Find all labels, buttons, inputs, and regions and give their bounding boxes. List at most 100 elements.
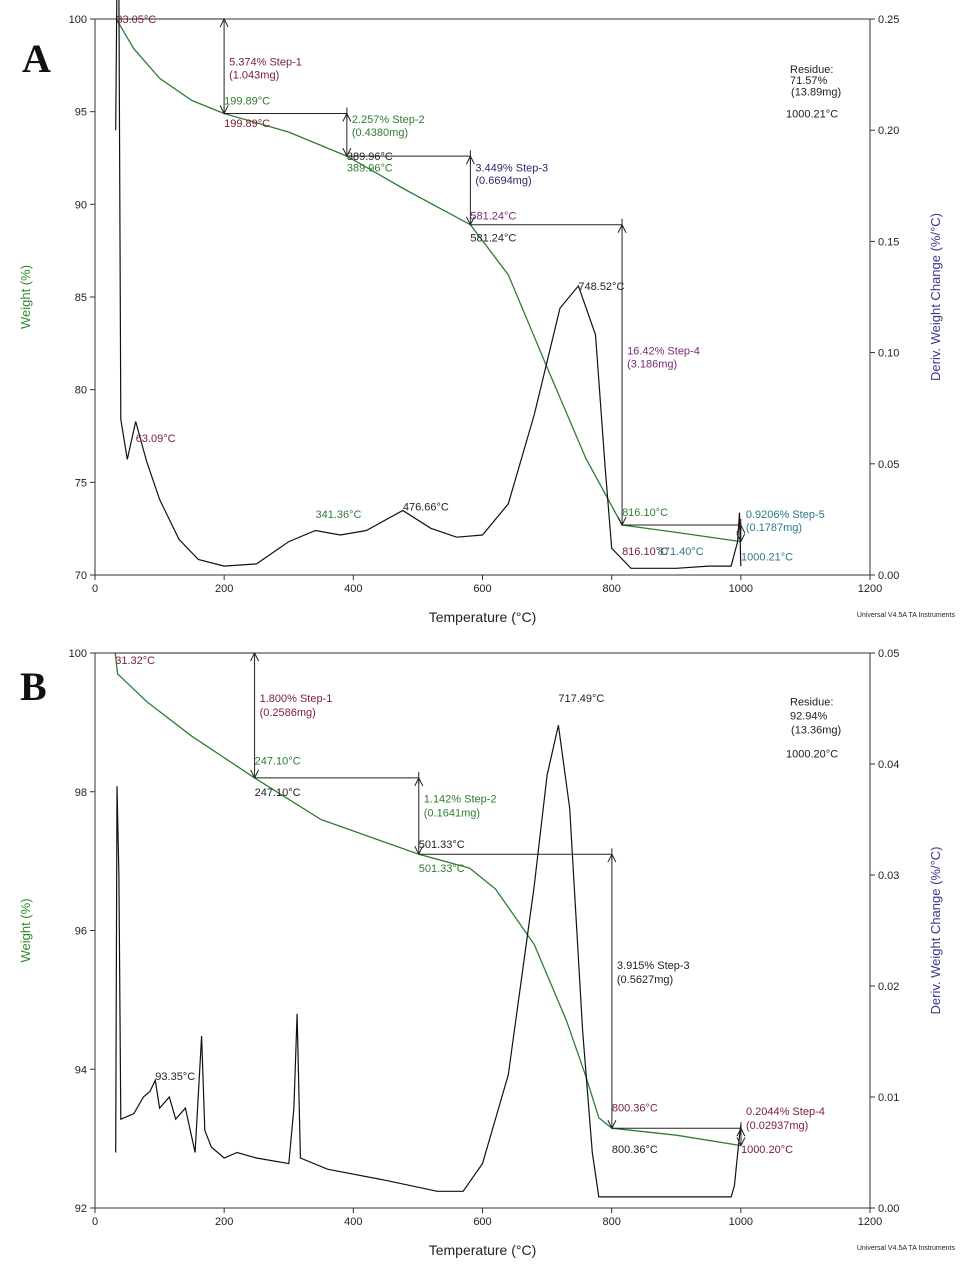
panel-a-annotation: 71.57% — [790, 75, 828, 87]
panel-a-annotation: 816.10°C — [622, 507, 668, 519]
panel-a-letter: A — [22, 36, 51, 81]
panel-b-y2-tick-label: 0.04 — [878, 759, 899, 771]
panel-a-step-arrowhead-down — [465, 216, 475, 226]
panel-a-y2-tick-label: 0.10 — [878, 348, 899, 360]
panel-a-y2-tick-label: 0.15 — [878, 236, 899, 248]
panel-a-step-arrowhead-down — [736, 533, 746, 543]
panel-a-annotation: (0.6694mg) — [475, 175, 531, 187]
panel-a-annotation: 3.449% Step-3 — [475, 162, 548, 174]
panel-a-step-arrowhead-up — [736, 523, 746, 534]
panel-a-y2-tick-label: 0.20 — [878, 125, 899, 137]
panel-b-y-tick-label: 98 — [75, 787, 87, 799]
panel-b-step-arrowhead-down — [250, 769, 260, 779]
panel-b-x-tick-label: 0 — [92, 1216, 98, 1228]
panel-b-y2-tick-label: 0.01 — [878, 1092, 899, 1104]
panel-b-annotation: 92.94% — [790, 710, 828, 722]
panel-a-annotation: (0.4380mg) — [352, 127, 408, 139]
panel-b-annotation: 1.142% Step-2 — [424, 794, 497, 806]
panel-b-y2-axis-title: Deriv. Weight Change (%/°C) — [928, 847, 943, 1015]
panel-b-footer: Universal V4.5A TA Instruments — [857, 1245, 956, 1252]
panel-a-annotation: (3.186mg) — [627, 359, 677, 371]
panel-b-x-tick-label: 1000 — [729, 1216, 753, 1228]
panel-b-annotation: (0.2586mg) — [260, 707, 316, 719]
panel-b-annotation: Residue: — [790, 697, 833, 709]
panel-a-annotation: 5.374% Step-1 — [229, 57, 302, 69]
panel-b-step-arrowhead-up — [736, 1127, 746, 1137]
panel-b-y2-tick-label: 0.03 — [878, 870, 899, 882]
panel-a-x-tick-label: 1000 — [729, 583, 753, 595]
panel-a-annotation: 476.66°C — [403, 501, 449, 513]
panel-a-y2-tick-label: 0.05 — [878, 459, 899, 471]
panel-b-annotation: 0.2044% Step-4 — [746, 1106, 825, 1118]
panel-b-annotation: 3.915% Step-3 — [617, 960, 690, 972]
panel-a-annotation: 581.24°C — [470, 233, 516, 245]
panel-a-step-arrowhead-up — [465, 155, 475, 165]
panel-b-weight-curve — [114, 652, 742, 1147]
panel-a-y-tick-label: 70 — [75, 570, 87, 582]
panel-a-annotation: 581.24°C — [470, 210, 516, 222]
panel-b-annotation: (13.36mg) — [791, 724, 841, 736]
panel-b-x-tick-label: 400 — [344, 1216, 362, 1228]
panel-b-letter: B — [20, 664, 47, 709]
panel-a-annotation: (0.1787mg) — [746, 522, 802, 534]
panel-b-x-tick-label: 800 — [602, 1216, 620, 1228]
panel-b-annotation: (0.5627mg) — [617, 974, 673, 986]
panel-a-annotation: 389.96°C — [347, 162, 393, 174]
panel-a-y-tick-label: 75 — [75, 477, 87, 489]
panel-b-x-tick-label: 200 — [215, 1216, 233, 1228]
panel-b-y-tick-label: 96 — [75, 926, 87, 938]
panel-b-step-arrowhead-up — [607, 853, 617, 863]
panel-a-annotation: 748.52°C — [578, 281, 624, 293]
panel-a-derivative-curve — [115, 0, 742, 569]
panel-a-x-axis-title: Temperature (°C) — [429, 609, 537, 625]
panel-b-y2-tick-label: 0.02 — [878, 981, 899, 993]
panel-b-annotation: 800.36°C — [612, 1144, 658, 1156]
panel-b-x-tick-label: 600 — [473, 1216, 491, 1228]
panel-a-annotation: 1000.21°C — [741, 551, 793, 563]
panel-a-x-tick-label: 0 — [92, 583, 98, 595]
panel-b-y2-tick-label: 0.00 — [878, 1203, 899, 1215]
panel-a-y2-axis-title: Deriv. Weight Change (%/°C) — [928, 213, 943, 381]
panel-b-annotation: 1000.20°C — [741, 1144, 793, 1156]
panel-a-annotation: 341.36°C — [315, 509, 361, 521]
panel-a-plot-frame — [94, 18, 871, 576]
panel-b-y-tick-label: 92 — [75, 1203, 87, 1215]
panel-a-x-tick-label: 600 — [473, 583, 491, 595]
panel-a-x-tick-label: 1200 — [858, 583, 882, 595]
panel-a-annotation: 816.10°C — [622, 546, 668, 558]
panel-a-annotation: 0.9206% Step-5 — [746, 509, 825, 521]
panel-b-annotation: 717.49°C — [558, 693, 604, 705]
panel-b-annotation: 247.10°C — [255, 756, 301, 768]
panel-b-x-tick-label: 1200 — [858, 1216, 882, 1228]
panel-a-annotation: 2.257% Step-2 — [352, 114, 425, 126]
panel-b-annotation: 247.10°C — [255, 787, 301, 799]
panel-a-y-tick-label: 90 — [75, 199, 87, 211]
panel-b-step-arrowhead-down — [607, 1119, 617, 1130]
panel-b-y2-tick-label: 0.05 — [878, 648, 899, 660]
panel-b-annotation: (0.1641mg) — [424, 808, 480, 820]
panel-a-y2-tick-label: 0.25 — [878, 14, 899, 26]
panel-b-annotation: 31.32°C — [115, 655, 155, 667]
panel-a-annotation: 389.96°C — [347, 151, 393, 163]
panel-b-y-tick-label: 94 — [75, 1064, 87, 1076]
panel-a-annotation: 199.89°C — [224, 96, 270, 108]
panel-a-y-tick-label: 80 — [75, 385, 87, 397]
panel-a-step-arrowhead-up — [342, 112, 352, 122]
panel-a-annotation: 199.89°C — [224, 118, 270, 130]
panel-a-annotation: 871.40°C — [658, 546, 704, 558]
panel-a-weight-curve — [115, 18, 741, 543]
panel-a-annotation: 63.09°C — [136, 433, 176, 445]
panel-a-step-arrowhead-down — [342, 147, 352, 158]
panel-b-derivative-curve — [115, 725, 742, 1198]
panel-a-annotation: Residue: — [790, 64, 833, 76]
panel-a-y-tick-label: 95 — [75, 107, 87, 119]
panel-a-step-arrowhead-up — [617, 223, 627, 233]
panel-b-annotation: (0.02937mg) — [746, 1120, 808, 1132]
panel-b-annotation: 501.33°C — [419, 863, 465, 875]
panel-b-annotation: 93.35°C — [155, 1071, 195, 1083]
panel-a-y-tick-label: 100 — [69, 14, 87, 26]
panel-b-annotation: 501.33°C — [419, 839, 465, 851]
panel-a-x-tick-label: 200 — [215, 583, 233, 595]
panel-a-annotation: 16.42% Step-4 — [627, 346, 700, 358]
